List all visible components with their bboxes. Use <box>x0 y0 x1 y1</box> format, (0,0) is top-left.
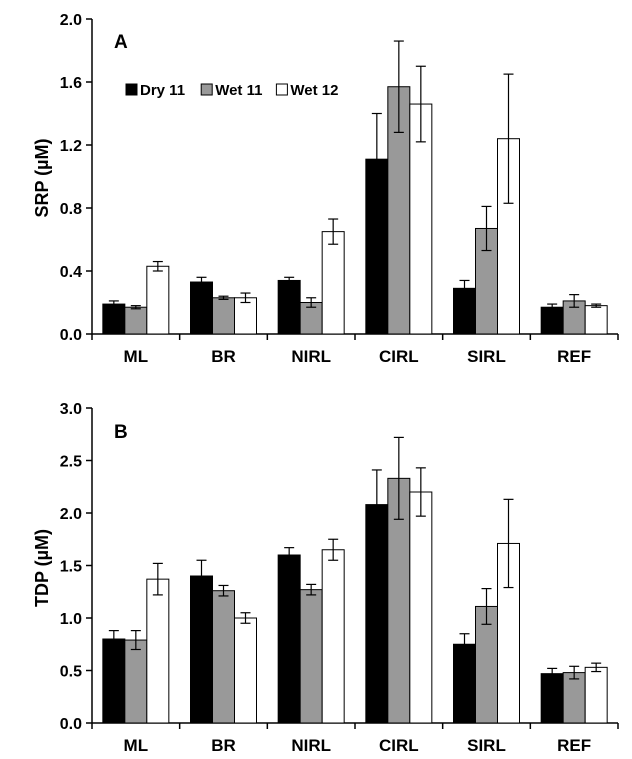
x-tick-label: NIRL <box>291 347 331 366</box>
x-tick-label: CIRL <box>379 736 419 755</box>
x-tick-label: ML <box>124 736 149 755</box>
x-tick-label: REF <box>557 736 591 755</box>
bar <box>277 554 301 724</box>
y-tick-label: 0.0 <box>60 716 82 733</box>
y-tick-label: 0.5 <box>60 664 82 681</box>
bar <box>190 281 213 335</box>
bar <box>453 643 476 724</box>
bar <box>212 297 235 335</box>
y-axis-title: TDP (µM) <box>32 529 52 607</box>
bar <box>124 639 148 724</box>
bar <box>562 672 586 724</box>
bar <box>540 306 564 335</box>
x-tick-label: NIRL <box>291 736 331 755</box>
y-tick-label: 0.8 <box>60 201 82 218</box>
legend-swatch <box>125 83 138 96</box>
bar <box>102 303 126 335</box>
y-tick-label: 0.0 <box>60 327 82 344</box>
bar <box>234 297 257 335</box>
y-tick-label: 1.2 <box>60 138 82 155</box>
y-tick-label: 1.6 <box>60 75 82 92</box>
legend-swatch <box>275 83 288 96</box>
bar <box>584 305 608 335</box>
y-tick-label: 1.0 <box>60 611 82 628</box>
x-tick-label: BR <box>211 347 236 366</box>
x-tick-label: REF <box>557 347 591 366</box>
x-tick-label: SIRL <box>467 736 506 755</box>
bar <box>321 231 345 335</box>
x-tick-label: BR <box>211 736 236 755</box>
panel-label: A <box>114 32 128 53</box>
y-tick-label: 2.0 <box>60 506 82 523</box>
chart-panel-a: A SRP (µM) 0.0 0.4 0.8 1.2 1.6 2.0 ML BR NIRL CIR… <box>32 12 619 366</box>
x-tick-label: SIRL <box>467 347 506 366</box>
bar <box>584 666 608 724</box>
bar <box>277 279 301 335</box>
chart-panel-b: B TDP (µM) 0.0 0.5 1.0 1.5 2.0 2.5 3.0 ML BR NIRL… <box>32 401 619 755</box>
y-tick-label: 2.0 <box>60 12 82 29</box>
bar <box>234 617 257 724</box>
bar <box>102 638 126 724</box>
panel-label: B <box>114 422 128 443</box>
legend-label: Dry 11 <box>140 82 185 99</box>
bar <box>190 575 213 724</box>
bar <box>146 578 170 724</box>
y-tick-label: 1.5 <box>60 559 82 576</box>
bar <box>540 673 564 724</box>
legend-swatch <box>200 83 213 96</box>
bar <box>409 491 433 724</box>
legend-label: Wet 12 <box>290 82 338 99</box>
bar <box>321 549 345 724</box>
y-tick-label: 2.5 <box>60 454 82 471</box>
legend-label: Wet 11 <box>215 82 262 99</box>
bar <box>212 590 235 724</box>
x-tick-label: CIRL <box>379 347 419 366</box>
y-axis-title: SRP (µM) <box>32 138 52 217</box>
y-tick-label: 0.4 <box>60 264 82 281</box>
legend: Dry 11 Wet 11 Wet 12 <box>125 82 338 99</box>
bar <box>146 265 170 335</box>
bar <box>124 306 148 335</box>
bar <box>299 589 323 724</box>
x-tick-label: ML <box>124 347 149 366</box>
y-tick-label: 3.0 <box>60 401 82 418</box>
